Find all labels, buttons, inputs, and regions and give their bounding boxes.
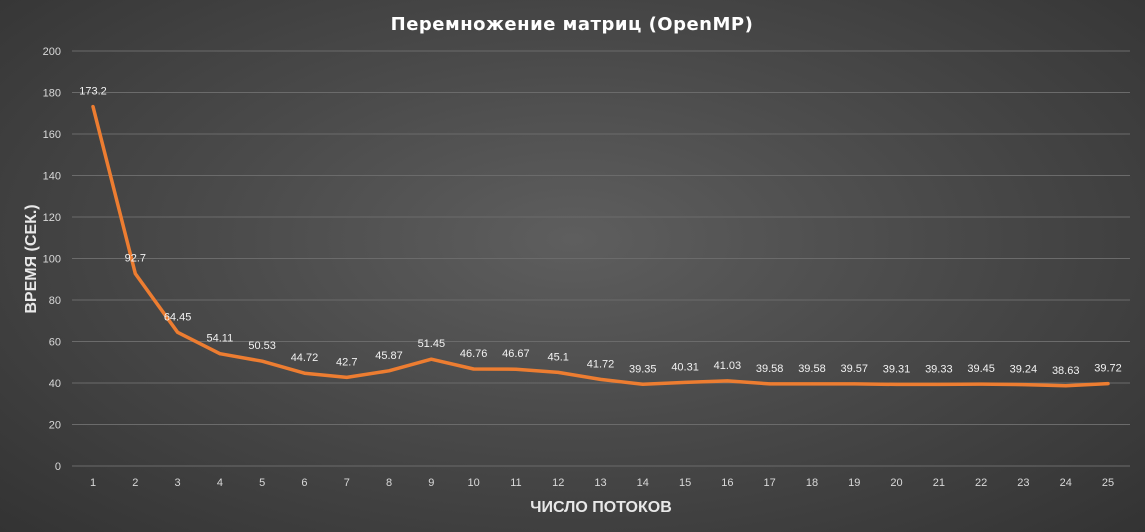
data-point xyxy=(979,382,983,386)
data-point xyxy=(937,382,941,386)
x-tick-label: 20 xyxy=(890,477,902,489)
data-point xyxy=(472,367,476,371)
data-point xyxy=(218,352,222,356)
x-tick-label: 8 xyxy=(386,477,392,489)
data-point xyxy=(556,370,560,374)
gridlines xyxy=(72,50,1130,467)
series-line xyxy=(91,104,1110,388)
x-tick-label: 6 xyxy=(301,477,307,489)
data-point xyxy=(768,382,772,386)
data-point xyxy=(91,105,95,109)
data-point xyxy=(260,359,264,363)
data-label: 46.76 xyxy=(460,348,488,360)
data-point xyxy=(1021,383,1025,387)
data-point xyxy=(429,357,433,361)
y-tick-label: 180 xyxy=(43,88,61,100)
chart-title: Перемножение матриц (OpenMP) xyxy=(391,14,754,35)
y-axis-title: ВРЕМЯ (СЕК.) xyxy=(23,204,40,313)
x-axis-ticks: 1 2 3 4 5 6 7 8 9 10 11 12 13 14 15 16 17 18 19 20 21 22 23 24 2… xyxy=(90,477,1114,489)
x-tick-label: 19 xyxy=(848,477,860,489)
y-tick-label: 60 xyxy=(49,337,61,349)
data-point xyxy=(302,371,306,375)
data-label: 45.1 xyxy=(547,351,568,363)
x-axis-title: ЧИСЛО ПОТОКОВ xyxy=(530,499,672,516)
data-label: 39.72 xyxy=(1094,363,1122,375)
data-label: 39.58 xyxy=(756,363,784,375)
data-point xyxy=(133,272,137,276)
data-label: 39.31 xyxy=(883,363,911,375)
data-point xyxy=(641,382,645,386)
data-point xyxy=(1106,382,1110,386)
data-label: 50.53 xyxy=(248,340,276,352)
y-tick-label: 80 xyxy=(49,295,61,307)
data-label: 39.57 xyxy=(840,363,868,375)
x-tick-label: 18 xyxy=(806,477,818,489)
x-tick-label: 22 xyxy=(975,477,987,489)
x-tick-label: 16 xyxy=(721,477,733,489)
y-tick-label: 0 xyxy=(55,461,61,473)
x-tick-label: 13 xyxy=(594,477,606,489)
x-tick-label: 1 xyxy=(90,477,96,489)
y-axis-ticks: 0 20 40 60 80 100 120 140 160 180 200 xyxy=(43,46,61,473)
data-label: 39.35 xyxy=(629,363,657,375)
data-point xyxy=(895,382,899,386)
x-tick-label: 11 xyxy=(510,477,521,489)
x-tick-label: 2 xyxy=(132,477,138,489)
data-label: 39.33 xyxy=(925,363,953,375)
data-label: 54.11 xyxy=(207,333,234,345)
data-point xyxy=(683,380,687,384)
y-tick-label: 20 xyxy=(49,420,61,432)
y-tick-label: 40 xyxy=(49,378,61,390)
y-tick-label: 120 xyxy=(43,212,61,224)
x-tick-label: 15 xyxy=(679,477,691,489)
x-tick-label: 7 xyxy=(344,477,350,489)
x-tick-label: 17 xyxy=(764,477,776,489)
x-tick-label: 10 xyxy=(468,477,480,489)
data-label: 39.24 xyxy=(1010,364,1038,376)
y-tick-label: 160 xyxy=(43,129,61,141)
x-tick-label: 3 xyxy=(175,477,181,489)
data-label: 45.87 xyxy=(375,350,403,362)
data-label: 38.63 xyxy=(1052,365,1080,377)
data-label: 39.45 xyxy=(967,363,995,375)
data-point xyxy=(514,367,518,371)
data-label: 44.72 xyxy=(291,352,319,364)
y-tick-label: 200 xyxy=(43,46,61,58)
data-label: 41.03 xyxy=(714,360,742,372)
x-tick-label: 4 xyxy=(217,477,223,489)
series-group xyxy=(91,104,1110,388)
y-tick-label: 140 xyxy=(43,171,61,183)
x-tick-label: 25 xyxy=(1102,477,1114,489)
x-tick-label: 24 xyxy=(1060,477,1072,489)
y-tick-label: 100 xyxy=(43,254,61,266)
data-label: 40.31 xyxy=(671,361,699,373)
data-point xyxy=(176,330,180,334)
data-label: 41.72 xyxy=(587,358,615,370)
data-label: 51.45 xyxy=(418,338,446,350)
data-label: 64.45 xyxy=(164,311,192,323)
x-tick-label: 12 xyxy=(552,477,564,489)
x-tick-label: 5 xyxy=(259,477,265,489)
data-label: 173.2 xyxy=(79,86,107,98)
data-labels: 173.2 92.7 64.45 54.11 50.53 44.72 42.7 45.87 51… xyxy=(79,86,1122,377)
data-point xyxy=(725,379,729,383)
data-point xyxy=(345,375,349,379)
data-point xyxy=(810,382,814,386)
data-point xyxy=(1064,384,1068,388)
data-point xyxy=(599,377,602,381)
data-label: 46.67 xyxy=(502,348,530,360)
data-point xyxy=(852,382,856,386)
x-tick-label: 23 xyxy=(1017,477,1029,489)
x-tick-label: 9 xyxy=(428,477,434,489)
data-label: 92.7 xyxy=(125,253,146,265)
x-tick-label: 14 xyxy=(637,477,649,489)
data-label: 42.7 xyxy=(336,356,357,368)
data-label: 39.58 xyxy=(798,363,826,375)
data-point xyxy=(387,369,391,373)
x-tick-label: 21 xyxy=(933,477,945,489)
